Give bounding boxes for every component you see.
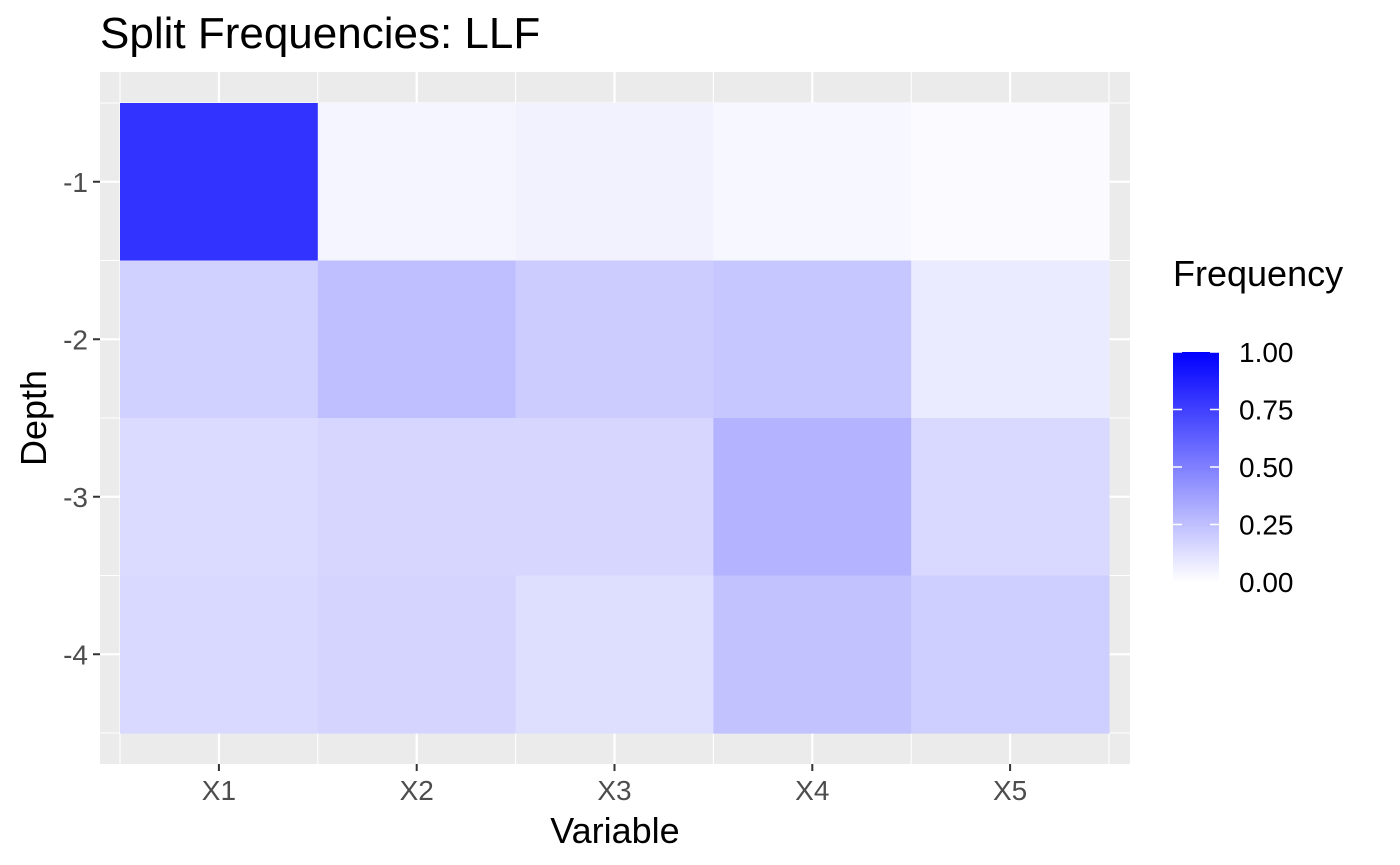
heatmap-cell--2-X4 <box>713 260 912 419</box>
heatmap-cell--2-X3 <box>515 260 714 419</box>
y-axis-ticks: -1 -2 -3 -4 <box>63 167 100 670</box>
heatmap-cell--3-X2 <box>317 418 517 577</box>
x-tick-label: X4 <box>795 775 829 806</box>
legend-ticks: 1.00 0.75 0.50 0.25 0.00 <box>1173 337 1294 598</box>
x-tick-label: X2 <box>400 775 434 806</box>
heatmap-cell--3-X4 <box>713 418 912 577</box>
heatmap-cell--1-X5 <box>911 103 1110 262</box>
heatmap-cell--1-X4 <box>713 103 912 262</box>
y-axis-title: Depth <box>13 370 54 466</box>
heatmap-cell--4-X2 <box>317 575 517 734</box>
heatmap-cell--2-X2 <box>317 260 517 419</box>
x-tick-label: X3 <box>597 775 631 806</box>
y-tick-label: -3 <box>63 482 88 513</box>
heatmap-cell--1-X3 <box>515 103 714 262</box>
legend-tick-label: 0.25 <box>1239 510 1294 541</box>
heatmap-cell--3-X1 <box>120 418 319 577</box>
x-tick-label: X5 <box>993 775 1027 806</box>
legend-title: Frequency <box>1173 253 1343 294</box>
y-tick-label: -1 <box>63 167 88 198</box>
heatmap-cell--3-X5 <box>911 418 1110 577</box>
y-tick-label: -2 <box>63 324 88 355</box>
x-axis-title: Variable <box>550 810 679 851</box>
heatmap-cell--2-X1 <box>120 260 319 419</box>
heatmap-cell--4-X3 <box>515 575 714 734</box>
x-axis-ticks: X1 X2 X3 X4 X5 <box>202 764 1027 806</box>
heatmap-cell--4-X4 <box>713 575 912 734</box>
heatmap-cell--4-X1 <box>120 575 319 734</box>
x-tick-label: X1 <box>202 775 236 806</box>
heatmap-cell--3-X3 <box>515 418 714 577</box>
legend-tick-label: 1.00 <box>1239 337 1294 368</box>
heatmap-cell--1-X2 <box>317 103 517 262</box>
legend: Frequency 1.00 0.75 0.50 0.25 0.00 <box>1173 253 1343 598</box>
heatmap-cell--2-X5 <box>911 260 1110 419</box>
legend-tick-label: 0.50 <box>1239 452 1294 483</box>
y-tick-label: -4 <box>63 639 88 670</box>
legend-tick-label: 0.00 <box>1239 567 1294 598</box>
legend-tick-label: 0.75 <box>1239 395 1294 426</box>
chart-title: Split Frequencies: LLF <box>100 9 540 58</box>
heatmap-cells <box>120 103 1110 734</box>
heatmap-cell--4-X5 <box>911 575 1110 734</box>
heatmap-cell--1-X1 <box>120 103 319 262</box>
